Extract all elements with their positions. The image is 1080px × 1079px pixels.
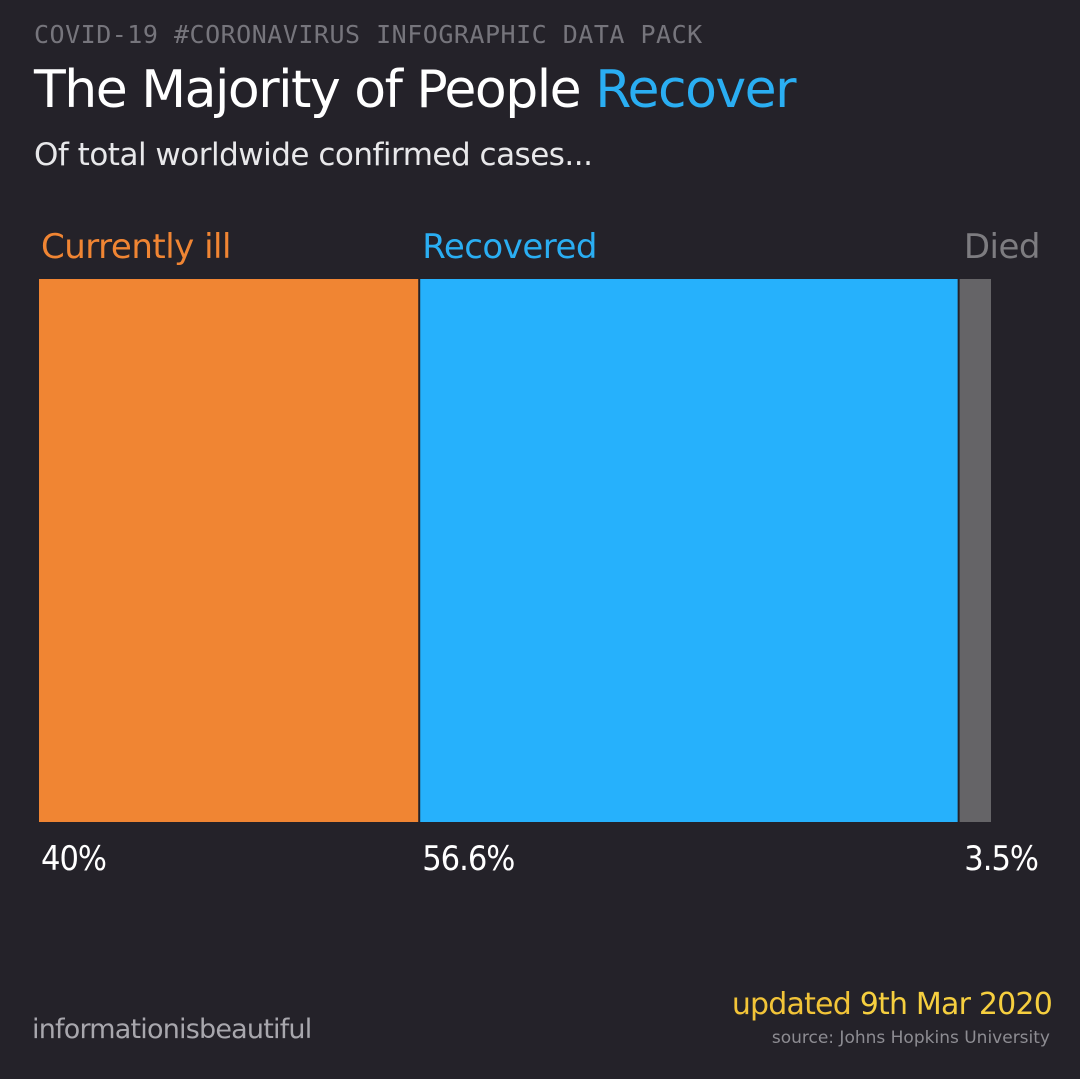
updated-prefix: updated <box>731 987 860 1022</box>
infographic-kicker: COVID-19 #CORONAVIRUS INFOGRAPHIC DATA P… <box>34 20 703 49</box>
value-label-died: 3.5% <box>964 839 1038 879</box>
category-label-died: Died <box>964 227 1040 267</box>
bar-segment-recovered <box>420 279 958 822</box>
bar-segment-currently-ill <box>39 279 419 822</box>
category-label-currently-ill: Currently ill <box>41 227 231 267</box>
title-main: The Majority of People <box>34 60 596 120</box>
category-label-recovered: Recovered <box>422 227 597 267</box>
page-title: The Majority of People Recover <box>34 60 797 120</box>
source-credit: source: Johns Hopkins University <box>771 1028 1050 1048</box>
value-label-currently-ill: 40% <box>41 839 106 879</box>
bar-segment-died <box>959 279 991 822</box>
title-highlight: Recover <box>595 60 796 120</box>
updated-date: 9th Mar 2020 <box>859 987 1053 1022</box>
updated-line: updated 9th Mar 2020 <box>731 987 1053 1022</box>
page-subtitle: Of total worldwide confirmed cases... <box>34 137 593 173</box>
brand-logo: informationisbeautiful <box>32 1014 312 1045</box>
value-label-recovered: 56.6% <box>422 839 514 879</box>
